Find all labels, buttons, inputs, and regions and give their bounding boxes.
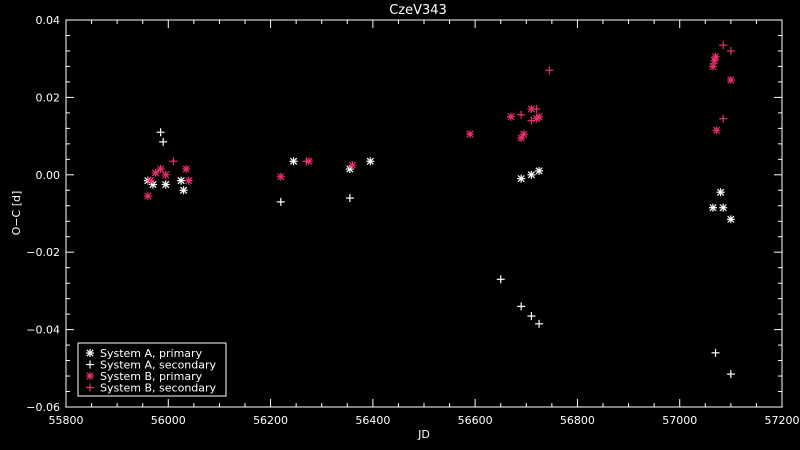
data-point (161, 180, 170, 189)
data-point (708, 62, 717, 71)
series-4 (169, 41, 735, 166)
data-point (527, 312, 536, 321)
legend-marker (86, 372, 94, 380)
data-point (532, 105, 541, 114)
x-tick-label: 57000 (662, 414, 697, 427)
y-tick-label: 0.00 (36, 169, 61, 182)
data-point (545, 66, 554, 75)
data-point (716, 188, 725, 197)
y-axis-label: O−C [d] (10, 191, 23, 236)
x-tick-label: 56600 (458, 414, 493, 427)
data-point (712, 126, 721, 135)
x-tick-label: 56000 (151, 414, 186, 427)
y-tick-label: 0.04 (36, 14, 61, 27)
data-point (726, 46, 735, 55)
x-tick-label: 56400 (355, 414, 390, 427)
data-point (535, 112, 544, 121)
data-point (156, 164, 165, 173)
data-point (535, 166, 544, 175)
y-tick-label: 0.02 (36, 91, 61, 104)
axis-ticks (65, 19, 783, 408)
data-point (719, 114, 728, 123)
data-point (506, 112, 515, 121)
data-point (146, 176, 155, 185)
x-tick-label: 57200 (765, 414, 800, 427)
data-point (348, 161, 357, 170)
data-point (496, 275, 505, 284)
legend-label: System A, secondary (100, 359, 217, 372)
data-point (719, 41, 728, 50)
data-point (143, 192, 152, 201)
x-tick-label: 55800 (49, 414, 84, 427)
data-point (519, 130, 528, 139)
legend-marker (86, 349, 94, 357)
data-points (143, 41, 735, 379)
data-point (535, 319, 544, 328)
data-point (726, 370, 735, 379)
data-point (182, 164, 191, 173)
legend-box (77, 342, 227, 397)
data-point (517, 174, 526, 183)
data-point (517, 110, 526, 119)
x-tick-label: 56800 (560, 414, 595, 427)
data-point (366, 157, 375, 166)
data-point (151, 168, 160, 177)
data-point (466, 130, 475, 139)
data-point (527, 170, 536, 179)
chart-title: CzeV343 (389, 3, 447, 18)
data-point (289, 157, 298, 166)
y-tick-label: −0.04 (26, 324, 60, 337)
legend-label: System B, primary (100, 370, 203, 383)
data-point (711, 52, 720, 61)
series-2 (156, 128, 735, 379)
legend-label: System B, secondary (100, 382, 217, 395)
axis-tick-labels: 55800 56000 56200 56400 56600 56800 57000 57200… (26, 14, 799, 427)
data-point (711, 348, 720, 357)
data-point (276, 172, 285, 181)
data-point (527, 116, 536, 125)
data-point (276, 197, 285, 206)
data-point (726, 75, 735, 84)
y-tick-label: −0.06 (26, 401, 60, 414)
x-axis-label: JD (417, 428, 430, 441)
series-1 (143, 157, 735, 224)
data-point (156, 128, 165, 137)
legend-marker (86, 383, 94, 392)
data-point (159, 137, 168, 146)
x-tick-label: 56200 (253, 414, 288, 427)
data-point (161, 170, 170, 179)
data-point (179, 186, 188, 195)
data-point (708, 203, 717, 212)
legend-label: System A, primary (100, 347, 203, 360)
y-tick-label: −0.02 (26, 246, 60, 259)
data-point (184, 176, 193, 185)
data-point (719, 203, 728, 212)
data-point (169, 157, 178, 166)
legend-marker (86, 360, 94, 369)
data-point (302, 157, 311, 166)
data-point (177, 176, 186, 185)
data-point (726, 215, 735, 224)
data-point (517, 302, 526, 311)
data-point (345, 194, 354, 203)
